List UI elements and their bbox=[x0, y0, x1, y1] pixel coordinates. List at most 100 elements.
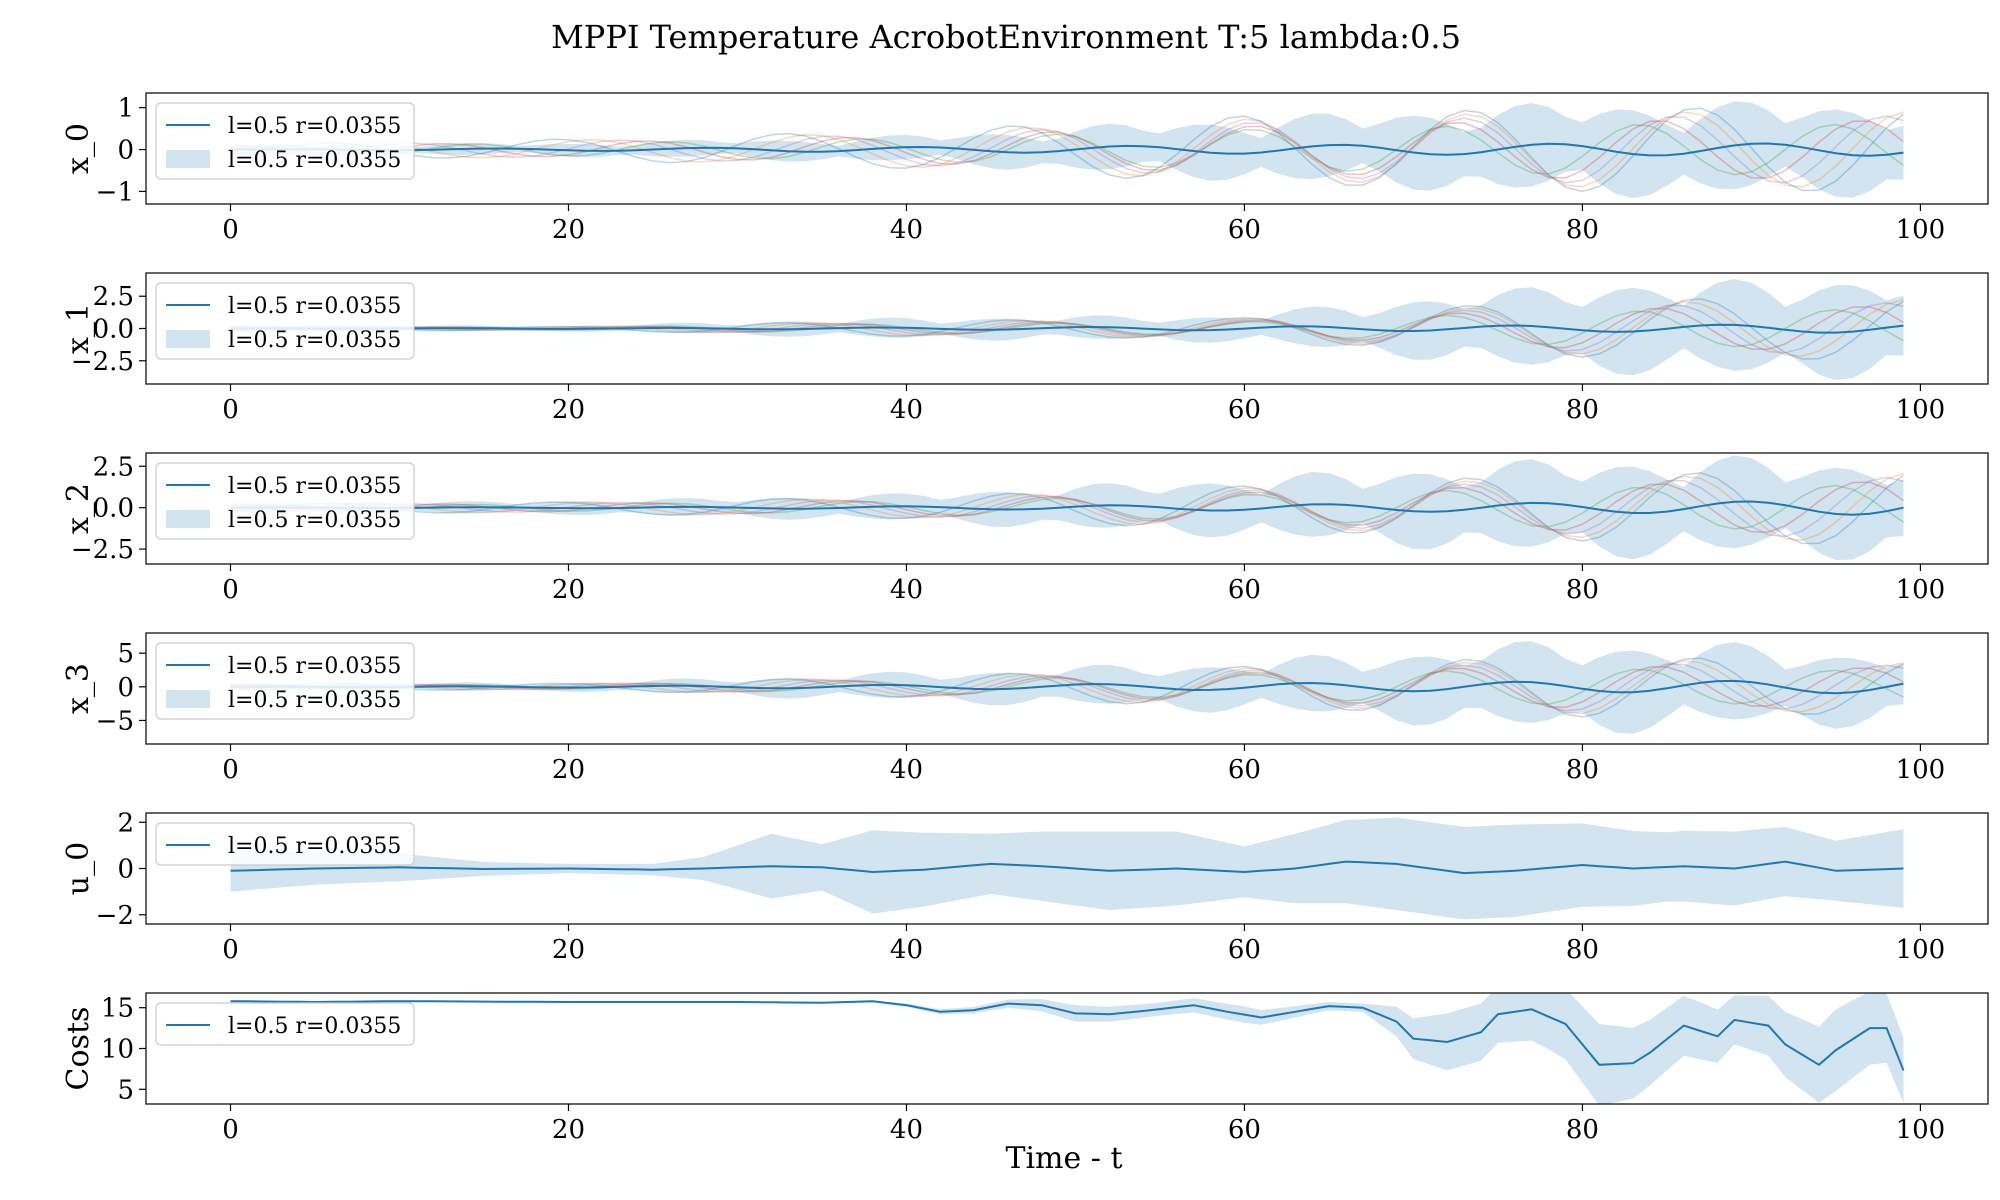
legend-entry-label: l=0.5 r=0.0355 bbox=[228, 114, 401, 139]
subplot-x-2: 0 20 40 60 80 100−2.50.02.5x_2 l=0.5 r=0.0355l… bbox=[61, 452, 1989, 605]
legend-box bbox=[155, 1002, 415, 1046]
y-axis-label: x_0 bbox=[61, 123, 96, 174]
y-axis-label: x_1 bbox=[61, 303, 96, 354]
legend-entry-label: l=0.5 r=0.0355 bbox=[228, 688, 401, 713]
legend-entry-label: l=0.5 r=0.0355 bbox=[228, 474, 401, 499]
y-tick-label: 0 bbox=[117, 855, 134, 885]
x-tick-label: 60 bbox=[1228, 575, 1261, 605]
x-tick-label: 100 bbox=[1896, 1115, 1946, 1145]
x-tick-label: 100 bbox=[1896, 395, 1946, 425]
x-tick-label: 80 bbox=[1566, 755, 1599, 785]
legend-entry-label: l=0.5 r=0.0355 bbox=[228, 834, 401, 859]
mean-line bbox=[230, 860, 1904, 875]
legend-band-swatch bbox=[166, 330, 210, 348]
legend: l=0.5 r=0.0355 l=0.5 r=0.0355 bbox=[155, 102, 415, 180]
x-tick-label: 20 bbox=[552, 1115, 585, 1145]
legend-box bbox=[155, 282, 415, 360]
x-tick-label: 40 bbox=[890, 395, 923, 425]
confidence-band bbox=[230, 993, 1904, 1104]
x-tick-label: 100 bbox=[1896, 575, 1946, 605]
x-tick-label: 0 bbox=[222, 935, 239, 965]
x-axis-label: Time - t bbox=[1005, 1141, 1122, 1176]
y-axis-label: Costs bbox=[61, 1007, 96, 1091]
y-tick-label: 5 bbox=[117, 1075, 134, 1105]
legend-box bbox=[155, 102, 415, 180]
y-tick-label: −5 bbox=[96, 706, 134, 736]
sample-trajectory bbox=[230, 123, 1904, 176]
x-tick-label: 0 bbox=[222, 1115, 239, 1145]
x-tick-label: 80 bbox=[1566, 935, 1599, 965]
x-tick-label: 0 bbox=[222, 395, 239, 425]
legend-entry-label: l=0.5 r=0.0355 bbox=[228, 294, 401, 319]
y-tick-label: 1 bbox=[117, 94, 134, 124]
y-axis-label: x_3 bbox=[61, 663, 96, 714]
y-axis-label: x_2 bbox=[61, 483, 96, 534]
y-tick-label: 0.0 bbox=[93, 494, 134, 524]
sample-trajectory bbox=[230, 298, 1904, 357]
legend-entry-label: l=0.5 r=0.0355 bbox=[228, 654, 401, 679]
x-tick-label: 100 bbox=[1896, 755, 1946, 785]
x-tick-label: 20 bbox=[552, 935, 585, 965]
figure-title: MPPI Temperature AcrobotEnvironment T:5 … bbox=[551, 18, 1461, 56]
x-tick-label: 80 bbox=[1566, 395, 1599, 425]
y-tick-label: −2 bbox=[96, 901, 134, 931]
x-tick-label: 80 bbox=[1566, 215, 1599, 245]
mean-line bbox=[230, 142, 1904, 157]
y-tick-label: 2 bbox=[117, 808, 134, 838]
mean-line bbox=[230, 323, 1904, 334]
legend: l=0.5 r=0.0355 l=0.5 r=0.0355 bbox=[155, 282, 415, 360]
x-tick-label: 0 bbox=[222, 575, 239, 605]
sample-trajectory bbox=[230, 481, 1904, 533]
legend: l=0.5 r=0.0355 bbox=[155, 1002, 415, 1046]
axes-frame bbox=[145, 92, 1989, 205]
y-tick-label: 0 bbox=[117, 673, 134, 703]
legend-box bbox=[155, 822, 415, 866]
sample-trajectory bbox=[230, 111, 1904, 188]
legend: l=0.5 r=0.0355 l=0.5 r=0.0355 bbox=[155, 642, 415, 720]
plot-area bbox=[230, 993, 1905, 1104]
y-tick-label: 0.0 bbox=[93, 315, 134, 345]
x-tick-label: 80 bbox=[1566, 575, 1599, 605]
y-tick-label: −1 bbox=[96, 177, 134, 207]
x-tick-label: 60 bbox=[1228, 755, 1261, 785]
x-tick-label: 60 bbox=[1228, 215, 1261, 245]
x-tick-label: 40 bbox=[890, 1115, 923, 1145]
x-tick-label: 40 bbox=[890, 215, 923, 245]
y-tick-label: −2.5 bbox=[71, 535, 134, 565]
x-tick-label: 60 bbox=[1228, 1115, 1261, 1145]
x-tick-label: 20 bbox=[552, 755, 585, 785]
sample-trajectory bbox=[230, 302, 1904, 354]
legend-box bbox=[155, 642, 415, 720]
x-tick-label: 60 bbox=[1228, 935, 1261, 965]
legend-entry-label: l=0.5 r=0.0355 bbox=[228, 148, 401, 173]
confidence-band bbox=[230, 641, 1904, 734]
y-tick-label: 5 bbox=[117, 639, 134, 669]
axes-frame bbox=[145, 452, 1989, 565]
axes-frame bbox=[145, 632, 1989, 745]
legend-entry-label: l=0.5 r=0.0355 bbox=[228, 1014, 401, 1039]
legend-band-swatch bbox=[166, 150, 210, 168]
legend-entry-label: l=0.5 r=0.0355 bbox=[228, 328, 401, 353]
x-tick-label: 100 bbox=[1896, 935, 1946, 965]
x-tick-label: 0 bbox=[222, 215, 239, 245]
x-tick-label: 20 bbox=[552, 575, 585, 605]
plot-area bbox=[230, 817, 1904, 920]
sample-trajectory bbox=[230, 484, 1904, 530]
x-tick-label: 40 bbox=[890, 575, 923, 605]
sample-trajectory bbox=[230, 472, 1904, 541]
mean-line bbox=[230, 1000, 1905, 1071]
x-tick-label: 40 bbox=[890, 755, 923, 785]
x-tick-label: 80 bbox=[1566, 1115, 1599, 1145]
plot-area bbox=[230, 641, 1904, 734]
sample-trajectory bbox=[230, 663, 1904, 712]
plot-area bbox=[230, 279, 1904, 381]
sample-trajectory bbox=[230, 115, 1904, 184]
y-tick-label: −2.5 bbox=[71, 347, 134, 377]
confidence-band bbox=[230, 279, 1904, 381]
sample-trajectory bbox=[230, 476, 1904, 538]
